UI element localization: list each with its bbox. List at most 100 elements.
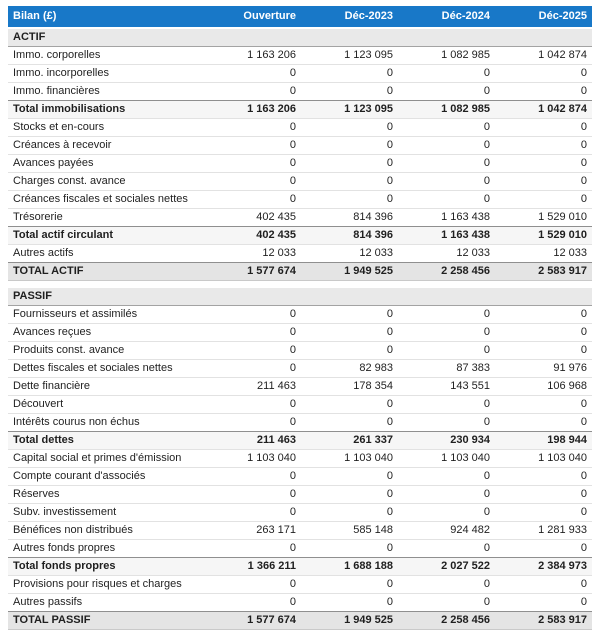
cell-value: 1 577 674 [204,611,301,630]
cell-value: 12 033 [495,244,592,262]
row-label: Compte courant d'associés [8,467,204,485]
row-label: Dette financière [8,377,204,395]
row-label: Subv. investissement [8,503,204,521]
cell-value: 1 529 010 [495,226,592,244]
cell-value: 0 [301,154,398,172]
cell-value: 1 529 010 [495,208,592,226]
row-label: Fournisseurs et assimilés [8,305,204,323]
table-row: Compte courant d'associés 0 0 0 0 [8,467,592,485]
cell-value: 12 033 [204,244,301,262]
cell-value: 1 103 040 [495,449,592,467]
row-label: TOTAL ACTIF [8,262,204,281]
cell-value: 1 163 206 [204,100,301,118]
cell-value: 1 103 040 [301,449,398,467]
cell-value: 0 [301,190,398,208]
cell-value: 0 [204,154,301,172]
cell-value: 0 [495,503,592,521]
cell-value: 0 [495,118,592,136]
cell-value: 87 383 [398,359,495,377]
cell-value: 0 [495,172,592,190]
cell-value: 0 [495,64,592,82]
cell-value [301,281,398,305]
cell-value: 402 435 [204,226,301,244]
cell-value: 0 [301,305,398,323]
row-label: Immo. incorporelles [8,64,204,82]
table-row: Immo. incorporelles 0 0 0 0 [8,64,592,82]
cell-value: 261 337 [301,431,398,449]
row-label: Autres actifs [8,244,204,262]
table-row: Dette financière 211 463 178 354 143 551 106… [8,377,592,395]
cell-value: 0 [204,359,301,377]
row-label: Charges const. avance [8,172,204,190]
cell-value [204,281,301,305]
table-row: Autres actifs 12 033 12 033 12 033 12 033 [8,244,592,262]
cell-value: 0 [204,575,301,593]
cell-value: 0 [204,341,301,359]
cell-value: 0 [301,467,398,485]
cell-value: 178 354 [301,377,398,395]
cell-value: 2 583 917 [495,611,592,630]
cell-value: 0 [398,503,495,521]
cell-value: 1 949 525 [301,611,398,630]
row-label: Créances fiscales et sociales nettes [8,190,204,208]
cell-value: 1 688 188 [301,557,398,575]
cell-value: 230 934 [398,431,495,449]
row-label: Réserves [8,485,204,503]
table-row: Produits const. avance 0 0 0 0 [8,341,592,359]
cell-value: 924 482 [398,521,495,539]
cell-value: 1 949 525 [301,262,398,281]
cell-value: 0 [495,539,592,557]
cell-value: 0 [204,503,301,521]
cell-value: 0 [495,395,592,413]
table-row: Découvert 0 0 0 0 [8,395,592,413]
cell-value [398,28,495,46]
cell-value: 0 [495,341,592,359]
total-row: Total dettes 211 463 261 337 230 934 198 944 [8,431,592,449]
cell-value: 0 [495,305,592,323]
cell-value [495,281,592,305]
cell-value: 0 [398,323,495,341]
cell-value: 198 944 [495,431,592,449]
cell-value: 0 [398,64,495,82]
cell-value: 1 366 211 [204,557,301,575]
cell-value: 0 [301,82,398,100]
cell-value: 0 [398,118,495,136]
row-label: Produits const. avance [8,341,204,359]
cell-value: 12 033 [301,244,398,262]
table-row: Dettes fiscales et sociales nettes 0 82 98… [8,359,592,377]
cell-value: 0 [495,154,592,172]
cell-value: 0 [204,118,301,136]
cell-value: 1 163 438 [398,226,495,244]
cell-value: 211 463 [204,377,301,395]
cell-value: 814 396 [301,226,398,244]
row-label: Avances reçues [8,323,204,341]
cell-value: 0 [301,413,398,431]
column-header-period: Déc-2025 [495,6,592,28]
row-label: ACTIF [8,28,204,46]
table-row: Provisions pour risques et charges 0 0 0 0 [8,575,592,593]
cell-value [495,28,592,46]
cell-value: 0 [301,593,398,611]
cell-value: 0 [204,82,301,100]
cell-value: 1 123 095 [301,100,398,118]
cell-value: 0 [301,395,398,413]
total-row: Total fonds propres 1 366 211 1 688 188 2 0… [8,557,592,575]
cell-value: 0 [301,341,398,359]
cell-value: 0 [204,413,301,431]
cell-value: 1 163 206 [204,46,301,64]
table-row: Capital social et primes d'émission 1 103… [8,449,592,467]
cell-value [398,281,495,305]
cell-value: 1 103 040 [204,449,301,467]
table-row: Intérêts courus non échus 0 0 0 0 [8,413,592,431]
cell-value: 12 033 [398,244,495,262]
cell-value: 0 [204,539,301,557]
cell-value: 0 [398,575,495,593]
cell-value: 0 [301,64,398,82]
cell-value: 0 [301,172,398,190]
balance-sheet-table: Bilan (£) Ouverture Déc-2023 Déc-2024 Déc-20… [8,6,592,630]
cell-value: 0 [495,593,592,611]
cell-value: 585 148 [301,521,398,539]
table-row: Immo. financières 0 0 0 0 [8,82,592,100]
cell-value: 0 [398,467,495,485]
column-header-period: Déc-2023 [301,6,398,28]
